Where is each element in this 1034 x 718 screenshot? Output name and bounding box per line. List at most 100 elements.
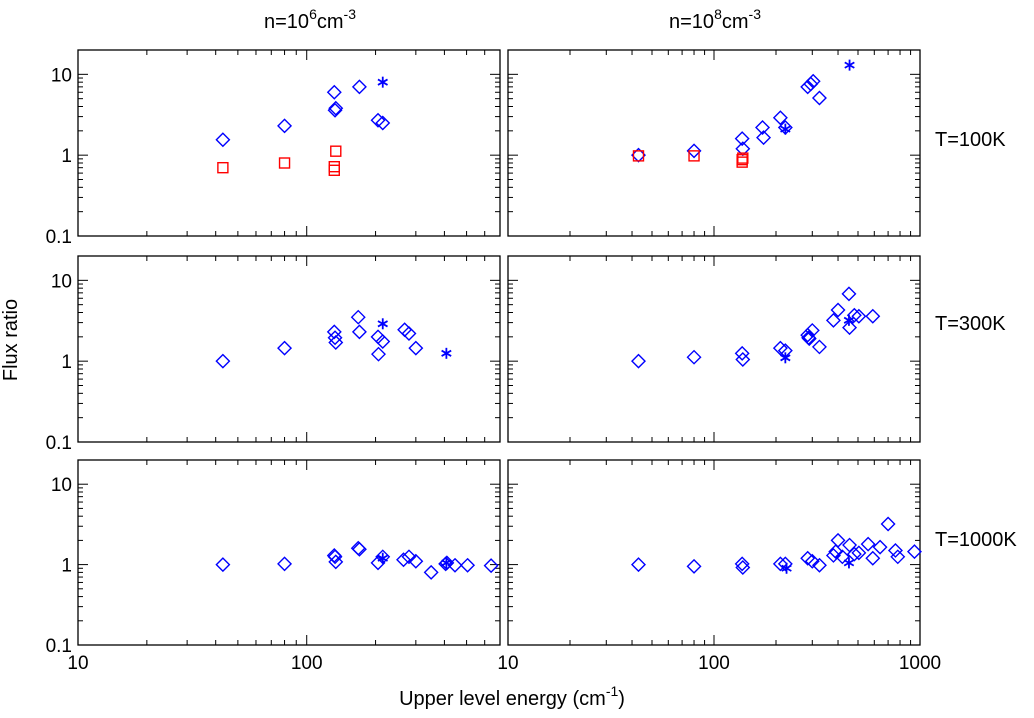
row-title-300k: T=300K — [935, 313, 1006, 335]
panel-1-0: 0.1 1 10 — [46, 255, 501, 454]
panel-2-0: 0.1 1 10 10 100 — [46, 459, 501, 674]
diamond-point — [846, 546, 862, 562]
square-point — [632, 150, 645, 162]
star-point — [780, 352, 791, 364]
panel-frame — [77, 255, 501, 443]
diamond-point — [686, 558, 702, 574]
diamond-point — [890, 549, 906, 565]
diamond-point — [327, 330, 343, 346]
star-point — [843, 314, 855, 326]
diamond-point — [811, 557, 827, 573]
diamond-point — [825, 312, 841, 328]
diamond-point — [277, 556, 293, 572]
star-point — [377, 76, 388, 88]
y-tick-label: 1 — [61, 556, 72, 577]
diamond-point — [351, 79, 367, 95]
diamond-point — [860, 536, 876, 552]
diamond-point — [841, 286, 857, 302]
diamond-point — [631, 557, 646, 573]
star-point — [377, 318, 388, 330]
diamond-point — [350, 309, 366, 325]
diamond-point — [800, 550, 816, 566]
x-tick-label: 1000 — [899, 653, 941, 674]
y-tick-label: 1 — [61, 352, 72, 373]
x-tick-label: 10 — [497, 653, 518, 674]
x-tick-label: 10 — [67, 653, 88, 674]
diamond-point — [371, 346, 386, 362]
diamond-point — [460, 557, 476, 573]
diamond-point — [734, 131, 750, 147]
panel-0-1 — [507, 49, 921, 237]
diamond-point — [277, 340, 293, 356]
diamond-point — [756, 130, 772, 146]
square-point — [278, 157, 291, 169]
diamond-point — [734, 556, 750, 572]
diamond-point — [375, 115, 391, 131]
diamond-point — [686, 349, 702, 365]
x-tick-label: 100 — [698, 653, 730, 674]
diamond-point — [735, 560, 751, 576]
panel-frame — [507, 255, 921, 443]
panel-frame — [507, 459, 921, 646]
square-point — [217, 161, 229, 174]
y-tick-label: 0.1 — [46, 227, 72, 248]
diamond-point — [735, 351, 751, 367]
diamond-point — [215, 557, 231, 573]
diamond-point — [370, 329, 386, 345]
diamond-point — [805, 73, 821, 89]
diamond-point — [351, 324, 367, 340]
diamond-point — [408, 553, 424, 569]
diamond-point — [777, 556, 793, 572]
diamond-point — [830, 302, 846, 318]
diamond-point — [811, 339, 827, 355]
star-point — [441, 347, 452, 359]
x-axis-label: Upper level energy (cm-1) — [399, 683, 625, 710]
diamond-point — [447, 557, 463, 573]
star-point — [844, 59, 855, 71]
diamond-point — [397, 322, 413, 338]
panel-0-0: 0.1 1 10 — [46, 49, 501, 248]
diamond-point — [880, 516, 896, 532]
square-point — [328, 164, 340, 176]
y-tick-label: 10 — [51, 475, 72, 496]
square-point — [736, 156, 748, 168]
panel-frame — [77, 459, 501, 646]
diamond-point — [851, 308, 867, 324]
diamond-point — [906, 544, 922, 560]
star-point — [377, 552, 388, 564]
diamond-point — [326, 84, 342, 100]
star-point — [843, 557, 855, 569]
diamond-point — [327, 549, 343, 565]
y-tick-label: 0.1 — [46, 636, 72, 657]
row-title-100k: T=100K — [935, 129, 1006, 151]
diamond-point — [830, 532, 846, 548]
square-point — [330, 145, 342, 157]
diamond-point — [772, 340, 788, 356]
diamond-point — [842, 320, 858, 336]
y-tick-label: 0.1 — [46, 433, 72, 454]
diamond-point — [811, 90, 827, 106]
diamond-point — [631, 353, 646, 369]
diamond-point — [772, 556, 788, 572]
diamond-point — [834, 549, 850, 565]
panel-1-1 — [507, 255, 921, 443]
diamond-point — [328, 100, 344, 116]
diamond-point — [375, 334, 391, 350]
diamond-point — [887, 542, 903, 558]
diamond-point — [800, 79, 816, 95]
y-tick-label: 10 — [51, 271, 72, 292]
x-tick-label: 100 — [291, 653, 323, 674]
diamond-point — [804, 322, 820, 338]
diamond-point — [734, 345, 750, 361]
diamond-point — [755, 119, 771, 135]
diamond-point — [328, 335, 344, 351]
diamond-point — [423, 564, 439, 580]
diamond-point — [215, 132, 231, 148]
panel-2-1: 10 100 1000 — [497, 459, 941, 674]
square-point — [328, 160, 340, 173]
star-point — [781, 562, 792, 574]
diamond-point — [370, 112, 386, 128]
square-point — [737, 152, 749, 164]
star-point — [780, 123, 791, 135]
